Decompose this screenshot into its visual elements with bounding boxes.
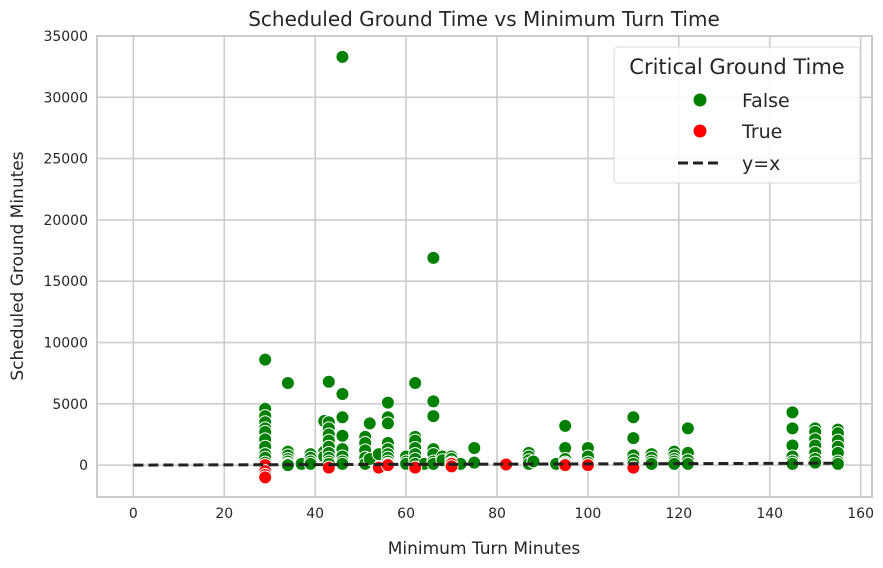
- data-point-false: [467, 440, 482, 455]
- data-point-true: [321, 460, 336, 475]
- y-tick-label: 5000: [52, 397, 88, 413]
- x-tick-label: 40: [306, 506, 324, 522]
- legend-box: [613, 46, 861, 184]
- x-tick-label: 80: [488, 506, 506, 522]
- data-point-false: [426, 250, 441, 265]
- legend-marker-true: [693, 124, 707, 138]
- data-point-false: [380, 416, 395, 431]
- x-tick-label: 20: [215, 506, 233, 522]
- legend-label-yx: y=x: [742, 153, 780, 175]
- x-tick-label: 120: [665, 506, 692, 522]
- y-tick-label: 35000: [43, 29, 88, 45]
- y-tick-label: 30000: [43, 90, 88, 106]
- data-point-false: [526, 454, 541, 469]
- data-point-false: [680, 421, 695, 436]
- data-point-false: [335, 387, 350, 402]
- data-point-false: [558, 418, 573, 433]
- x-tick-label: 60: [397, 506, 415, 522]
- y-tick-label: 0: [79, 458, 88, 474]
- data-point-false: [380, 395, 395, 410]
- legend-label-true: True: [741, 121, 782, 143]
- data-point-false: [258, 352, 273, 367]
- data-point-false: [280, 375, 295, 390]
- data-point-false: [467, 455, 482, 470]
- legend-label-false: False: [742, 90, 790, 112]
- data-point-false: [335, 428, 350, 443]
- data-point-false: [785, 405, 800, 420]
- points: [133, 49, 845, 485]
- data-point-false: [408, 375, 423, 390]
- data-point-false: [335, 49, 350, 64]
- data-point-false: [335, 410, 350, 425]
- data-point-true: [444, 459, 459, 474]
- data-point-false: [785, 421, 800, 436]
- data-point-false: [321, 374, 336, 389]
- legend-marker-false: [693, 93, 707, 107]
- y-tick-labels: 0 5000 10000 15000 20000 25000 30000 35000: [43, 29, 88, 474]
- data-point-false: [626, 410, 641, 425]
- data-point-false: [362, 416, 377, 431]
- x-tick-label: 140: [756, 506, 783, 522]
- legend: Critical Ground Time False True y=x: [613, 46, 861, 184]
- x-tick-label: 100: [575, 506, 602, 522]
- x-tick-label: 160: [847, 506, 874, 522]
- y-tick-label: 25000: [43, 152, 88, 168]
- y-tick-label: 10000: [43, 336, 88, 352]
- plot-frame: [96, 35, 873, 498]
- y-tick-label: 15000: [43, 274, 88, 290]
- x-axis-label: Minimum Turn Minutes: [388, 539, 581, 559]
- data-point-false: [626, 431, 641, 446]
- data-point-false: [426, 394, 441, 409]
- x-tick-labels: 0 20 40 60 80 100 120 140 160: [129, 506, 874, 522]
- reference-line-yx: [133, 461, 838, 467]
- y-tick-label: 20000: [43, 213, 88, 229]
- legend-title: Critical Ground Time: [629, 55, 844, 79]
- chart-title: Scheduled Ground Time vs Minimum Turn Ti…: [248, 7, 720, 31]
- x-tick-label: 0: [129, 506, 138, 522]
- y-axis-label: Scheduled Ground Minutes: [8, 151, 28, 380]
- data-point-true: [258, 470, 273, 485]
- data-point-false: [426, 409, 441, 424]
